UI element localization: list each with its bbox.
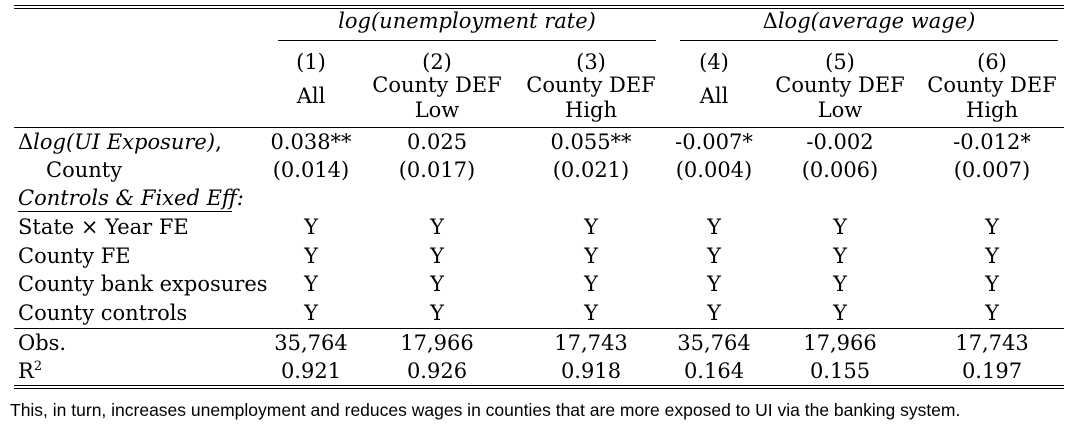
control-row-cell: Y xyxy=(985,301,999,325)
header-rule xyxy=(14,127,1064,128)
main-row-label-suffix: , xyxy=(215,130,222,154)
r2-cell: 0.197 xyxy=(961,359,1023,383)
control-row-label: County FE xyxy=(18,244,131,268)
control-row-cell: Y xyxy=(985,244,999,268)
group-header-unemployment-label: log(unemployment rate) xyxy=(338,9,596,33)
std-error-cell: (0.007) xyxy=(953,158,1031,182)
bottom-rule-2 xyxy=(14,388,1064,389)
r2-cell: 0.164 xyxy=(683,359,745,383)
group-header-wage-prefix: Δ xyxy=(762,9,778,33)
control-row-cell: Y xyxy=(584,215,598,239)
group-underline-wage xyxy=(680,40,1058,41)
coefficient-cell: 0.025 xyxy=(406,130,468,154)
group-header-wage-label: log(average wage) xyxy=(777,9,976,33)
r2-cell: 0.926 xyxy=(406,359,468,383)
column-number: (3) xyxy=(576,50,606,74)
column-label-line2: Low xyxy=(817,98,863,122)
obs-cell: 35,764 xyxy=(677,331,751,355)
control-row-cell: Y xyxy=(430,244,444,268)
control-row-cell: Y xyxy=(985,215,999,239)
std-error-cell: (0.017) xyxy=(398,158,476,182)
group-header-unemployment: log(unemployment rate) xyxy=(278,9,656,33)
main-row-label-line1: Δlog(UI Exposure), xyxy=(18,130,222,154)
column-label-line2: Low xyxy=(414,98,460,122)
obs-cell: 17,743 xyxy=(955,331,1029,355)
std-error-cell: (0.014) xyxy=(272,158,350,182)
column-label: All xyxy=(699,84,729,108)
coefficient-cell: -0.002 xyxy=(806,130,874,154)
control-row-label: State × Year FE xyxy=(18,215,189,239)
r2-label: R2 xyxy=(18,359,42,383)
obs-cell: 17,966 xyxy=(803,331,877,355)
control-row-cell: Y xyxy=(833,244,847,268)
bottom-rule-1 xyxy=(14,385,1064,386)
control-row-cell: Y xyxy=(430,272,444,296)
column-label-line1: County DEF xyxy=(927,73,1057,97)
controls-heading: Controls & Fixed Eff: xyxy=(18,186,244,210)
r2-cell: 0.921 xyxy=(280,359,342,383)
r2-cell: 0.918 xyxy=(560,359,622,383)
std-error-cell: (0.021) xyxy=(552,158,630,182)
column-label-line2: High xyxy=(966,98,1018,122)
column-label-line2: High xyxy=(565,98,617,122)
group-underline-unemployment xyxy=(278,40,656,41)
column-label: All xyxy=(296,84,326,108)
r2-label-sup: 2 xyxy=(33,359,43,374)
column-number: (4) xyxy=(699,50,729,74)
control-row-cell: Y xyxy=(707,272,721,296)
control-row-cell: Y xyxy=(985,272,999,296)
column-label-line1: County DEF xyxy=(372,73,502,97)
control-row-cell: Y xyxy=(707,215,721,239)
column-number: (1) xyxy=(296,50,326,74)
obs-rule xyxy=(14,328,1064,329)
r2-cell: 0.155 xyxy=(809,359,871,383)
coefficient-cell: -0.012* xyxy=(953,130,1031,154)
r2-label-base: R xyxy=(18,359,34,383)
coefficient-cell: -0.007* xyxy=(675,130,753,154)
control-row-cell: Y xyxy=(707,244,721,268)
std-error-cell: (0.004) xyxy=(675,158,753,182)
control-row-cell: Y xyxy=(833,272,847,296)
obs-cell: 17,966 xyxy=(400,331,474,355)
control-row-label: County controls xyxy=(18,301,188,325)
control-row-cell: Y xyxy=(304,301,318,325)
column-number: (2) xyxy=(422,50,452,74)
control-row-cell: Y xyxy=(304,215,318,239)
obs-cell: 17,743 xyxy=(554,331,628,355)
control-row-cell: Y xyxy=(304,272,318,296)
control-row-label: County bank exposures xyxy=(18,272,268,296)
controls-heading-underline xyxy=(18,211,232,212)
control-row-cell: Y xyxy=(430,215,444,239)
coefficient-cell: 0.038** xyxy=(270,130,352,154)
coefficient-cell: 0.055** xyxy=(550,130,632,154)
control-row-cell: Y xyxy=(304,244,318,268)
main-row-label-italic: log(UI Exposure) xyxy=(33,130,216,154)
obs-label: Obs. xyxy=(18,331,67,355)
top-rule-2 xyxy=(14,8,1064,9)
column-number: (6) xyxy=(977,50,1007,74)
control-row-cell: Y xyxy=(584,244,598,268)
column-number: (5) xyxy=(825,50,855,74)
obs-cell: 35,764 xyxy=(274,331,348,355)
main-row-label-line2: County xyxy=(46,158,123,182)
column-label-line1: County DEF xyxy=(775,73,905,97)
main-row-label-prefix: Δ xyxy=(18,130,34,154)
control-row-cell: Y xyxy=(584,301,598,325)
caption-text: This, in turn, increases unemployment an… xyxy=(10,400,961,420)
control-row-cell: Y xyxy=(430,301,444,325)
top-rule-1 xyxy=(14,5,1064,6)
std-error-cell: (0.006) xyxy=(801,158,879,182)
control-row-cell: Y xyxy=(833,301,847,325)
column-label-line1: County DEF xyxy=(526,73,656,97)
group-header-wage: Δlog(average wage) xyxy=(680,9,1058,33)
control-row-cell: Y xyxy=(833,215,847,239)
control-row-cell: Y xyxy=(707,301,721,325)
control-row-cell: Y xyxy=(584,272,598,296)
